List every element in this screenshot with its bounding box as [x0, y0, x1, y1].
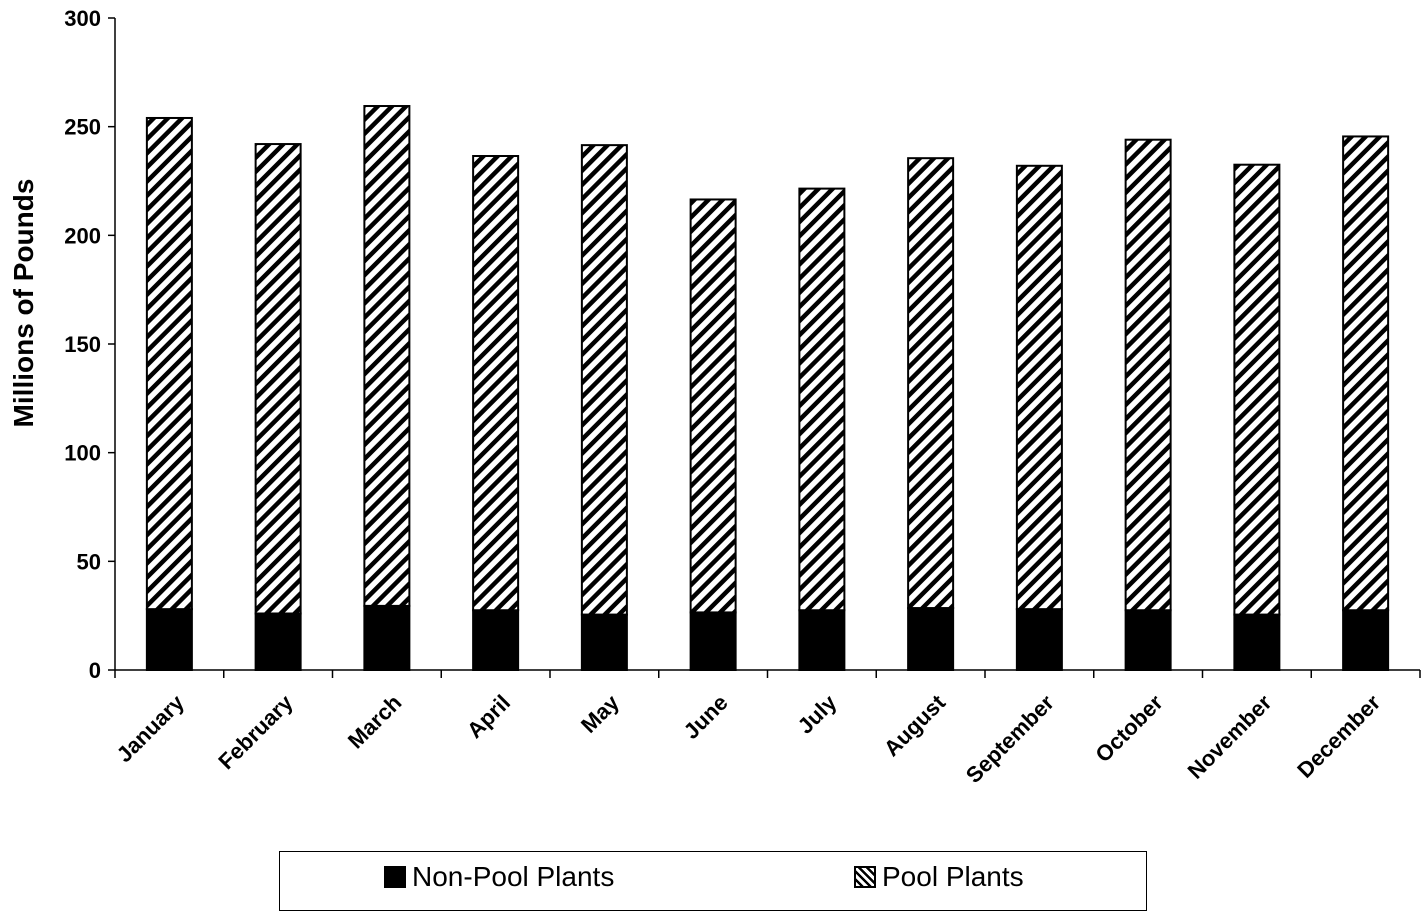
y-tick-label: 250: [64, 115, 101, 140]
bar-non-pool-plants-may: [580, 613, 628, 672]
y-axis-title: Millions of Pounds: [8, 179, 39, 428]
x-tick-label-april: April: [462, 690, 515, 743]
x-tick-label-september: September: [961, 690, 1059, 788]
legend-label-non-pool-plants: Non-Pool Plants: [412, 861, 615, 892]
bar-pool-plants-february: [254, 143, 302, 615]
axes-group: [114, 18, 1420, 671]
legend-item-non-pool-plants: Non-Pool Plants: [384, 861, 614, 893]
bar-non-pool-plants-september: [1015, 608, 1063, 671]
bar-non-pool-plants-march: [363, 604, 411, 671]
bar-pool-plants-june: [689, 198, 737, 614]
x-tick-label-june: June: [679, 690, 733, 744]
x-tick-label-may: May: [576, 689, 624, 737]
legend-swatch-non-pool-plants: [384, 866, 406, 888]
x-tick-label-march: March: [343, 690, 406, 753]
bar-non-pool-plants-april: [472, 609, 520, 672]
bar-non-pool-plants-december: [1342, 609, 1390, 672]
bar-pool-plants-january: [145, 116, 193, 611]
bar-pool-plants-october: [1124, 138, 1172, 612]
bar-pool-plants-august: [907, 157, 955, 610]
x-ticks-group: January February March April May June July Augu…: [112, 670, 1421, 788]
x-tick-label-december: December: [1292, 690, 1385, 783]
bar-pool-plants-september: [1015, 164, 1063, 611]
y-ticks-group: 0 50 100 150 200 250 300: [64, 6, 115, 683]
bar-non-pool-plants-february: [254, 612, 302, 672]
y-tick-label: 150: [64, 332, 101, 357]
bars-group: [145, 105, 1390, 672]
x-tick-label-july: July: [793, 689, 842, 738]
bar-non-pool-plants-august: [907, 607, 955, 671]
y-tick-label: 200: [64, 223, 101, 248]
bar-pool-plants-december: [1342, 135, 1390, 612]
y-tick-label: 100: [64, 441, 101, 466]
x-tick-label-november: November: [1183, 690, 1277, 784]
y-tick-label: 300: [64, 6, 101, 31]
bar-pool-plants-november: [1233, 163, 1281, 616]
x-tick-label-october: October: [1090, 690, 1168, 768]
bar-pool-plants-july: [798, 187, 846, 612]
x-tick-label-february: February: [213, 689, 298, 774]
bar-pool-plants-april: [472, 155, 520, 612]
x-tick-label-august: August: [879, 689, 951, 761]
legend-label-pool-plants: Pool Plants: [882, 861, 1024, 892]
bar-pool-plants-may: [580, 144, 628, 616]
legend-swatch-pool-plants: [854, 866, 876, 888]
bar-non-pool-plants-july: [798, 609, 846, 672]
bar-non-pool-plants-january: [145, 608, 193, 671]
bar-non-pool-plants-november: [1233, 613, 1281, 672]
bar-pool-plants-march: [363, 105, 411, 607]
legend-item-pool-plants: Pool Plants: [854, 861, 1024, 893]
bar-non-pool-plants-october: [1124, 609, 1172, 672]
legend: Non-Pool Plants Pool Plants: [279, 851, 1147, 911]
y-tick-label: 0: [89, 658, 101, 683]
x-tick-label-january: January: [112, 689, 190, 767]
y-tick-label: 50: [77, 549, 101, 574]
bar-non-pool-plants-june: [689, 611, 737, 672]
